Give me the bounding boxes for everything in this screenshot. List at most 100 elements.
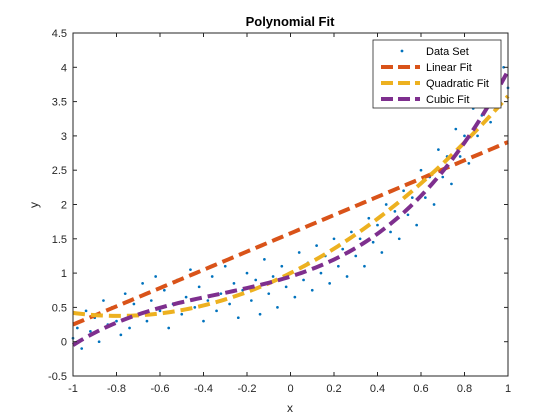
legend-label-quadratic-fit: Quadratic Fit	[426, 78, 489, 90]
scatter-point-93	[476, 134, 479, 138]
scatter-point-36	[228, 302, 231, 306]
y-tick-label-1: 0	[61, 337, 67, 349]
scatter-point-91	[467, 161, 471, 165]
scatter-point-43	[258, 312, 262, 316]
scatter-point-7	[102, 299, 105, 302]
scatter-point-52	[297, 251, 301, 254]
scatter-point-78	[410, 196, 414, 199]
y-tick-label-3: 1	[61, 268, 67, 280]
scatter-point-33	[215, 309, 218, 313]
scatter-point-49	[284, 285, 288, 289]
scatter-point-31	[206, 299, 210, 302]
legend-label-linear-fit: Linear Fit	[426, 62, 472, 74]
scatter-point-84	[437, 148, 440, 151]
scatter-layer	[71, 65, 510, 350]
scatter-point-32	[210, 275, 214, 278]
scatter-point-69	[371, 240, 375, 244]
scatter-point-90	[463, 134, 466, 138]
scatter-point-21	[163, 288, 166, 292]
scatter-point-75	[397, 237, 401, 241]
scatter-point-22	[167, 326, 171, 330]
scatter-point-29	[197, 285, 201, 289]
scatter-point-14	[132, 302, 136, 306]
legend: Data Set Linear Fit Quadratic Fit Cubic …	[372, 39, 502, 109]
scatter-point-41	[250, 299, 253, 302]
scatter-point-80	[419, 168, 423, 172]
y-tick-label-0: -0.5	[48, 371, 67, 383]
scatter-point-96	[489, 120, 492, 124]
scatter-point-48	[280, 264, 284, 268]
chart-title: Polynomial Fit	[246, 14, 336, 29]
scatter-point-42	[254, 278, 258, 282]
scatter-point-88	[454, 127, 458, 131]
legend-label-data-set: Data Set	[426, 46, 469, 58]
y-axis-ticks: -0.5 0 0.5 1 1.5 2 2.5 3 3.5 4 4.5	[48, 28, 508, 383]
scatter-point-45	[267, 292, 271, 296]
scatter-point-37	[232, 282, 236, 285]
scatter-point-74	[393, 210, 397, 213]
scatter-point-30	[202, 319, 205, 323]
scatter-point-85	[441, 175, 445, 179]
scatter-point-27	[189, 268, 192, 272]
scatter-point-11	[119, 333, 123, 337]
scatter-point-66	[358, 237, 362, 241]
x-tick-label-1: -0.8	[107, 383, 126, 395]
scatter-point-71	[380, 251, 384, 254]
y-tick-label-4: 1.5	[52, 234, 67, 246]
x-tick-label-0: -1	[68, 383, 78, 395]
x-axis-label: x	[287, 401, 293, 415]
scatter-point-19	[154, 275, 157, 278]
scatter-point-76	[402, 189, 405, 193]
x-axis-ticks: -1 -0.8 -0.6 -0.4 -0.2 0 0.2 0.4 0.6 0.8 1	[68, 33, 511, 395]
fit-lines-layer	[71, 69, 510, 347]
scatter-point-17	[145, 319, 149, 323]
scatter-point-13	[128, 326, 131, 330]
scatter-point-6	[97, 340, 101, 344]
scatter-point-55	[310, 288, 314, 292]
scatter-point-73	[389, 230, 392, 234]
scatter-point-56	[315, 244, 318, 248]
legend-marker-data-set	[400, 49, 404, 53]
scatter-point-64	[350, 230, 353, 234]
y-tick-label-5: 2	[61, 200, 67, 212]
x-tick-label-3: -0.4	[194, 383, 213, 395]
y-tick-label-8: 3.5	[52, 97, 67, 109]
scatter-point-62	[341, 247, 345, 251]
scatter-point-18	[149, 299, 153, 302]
x-tick-label-6: 0.2	[326, 383, 341, 395]
scatter-point-26	[184, 295, 188, 299]
scatter-point-61	[337, 264, 340, 268]
scatter-point-83	[432, 203, 436, 206]
scatter-point-53	[302, 278, 305, 282]
scatter-point-4	[89, 330, 92, 333]
scatter-point-63	[345, 275, 349, 278]
y-tick-label-9: 4	[61, 62, 67, 74]
scatter-point-99	[502, 65, 505, 69]
legend-box	[372, 39, 502, 109]
scatter-point-51	[293, 295, 297, 299]
fit-line-quadratic-fit	[72, 94, 510, 318]
scatter-point-77	[406, 213, 410, 217]
scatter-point-25	[180, 312, 184, 316]
scatter-point-35	[223, 264, 227, 268]
scatter-point-44	[263, 258, 266, 261]
x-tick-label-5: 0	[287, 383, 293, 395]
y-tick-label-2: 0.5	[52, 302, 67, 314]
scatter-point-12	[123, 292, 127, 296]
scatter-point-1	[76, 326, 79, 330]
scatter-point-81	[424, 196, 427, 199]
x-tick-label-7: 0.4	[370, 383, 385, 395]
scatter-point-47	[276, 306, 279, 309]
y-tick-label-7: 3	[61, 131, 67, 143]
scatter-point-67	[363, 264, 366, 268]
x-tick-label-10: 1	[505, 383, 511, 395]
scatter-point-87	[450, 182, 453, 186]
x-tick-label-4: -0.2	[238, 383, 257, 395]
scatter-point-89	[458, 155, 462, 158]
scatter-point-70	[376, 223, 379, 227]
scatter-point-10	[115, 319, 118, 323]
scatter-point-38	[236, 316, 240, 320]
y-tick-label-6: 2.5	[52, 165, 67, 177]
scatter-point-68	[367, 216, 371, 220]
